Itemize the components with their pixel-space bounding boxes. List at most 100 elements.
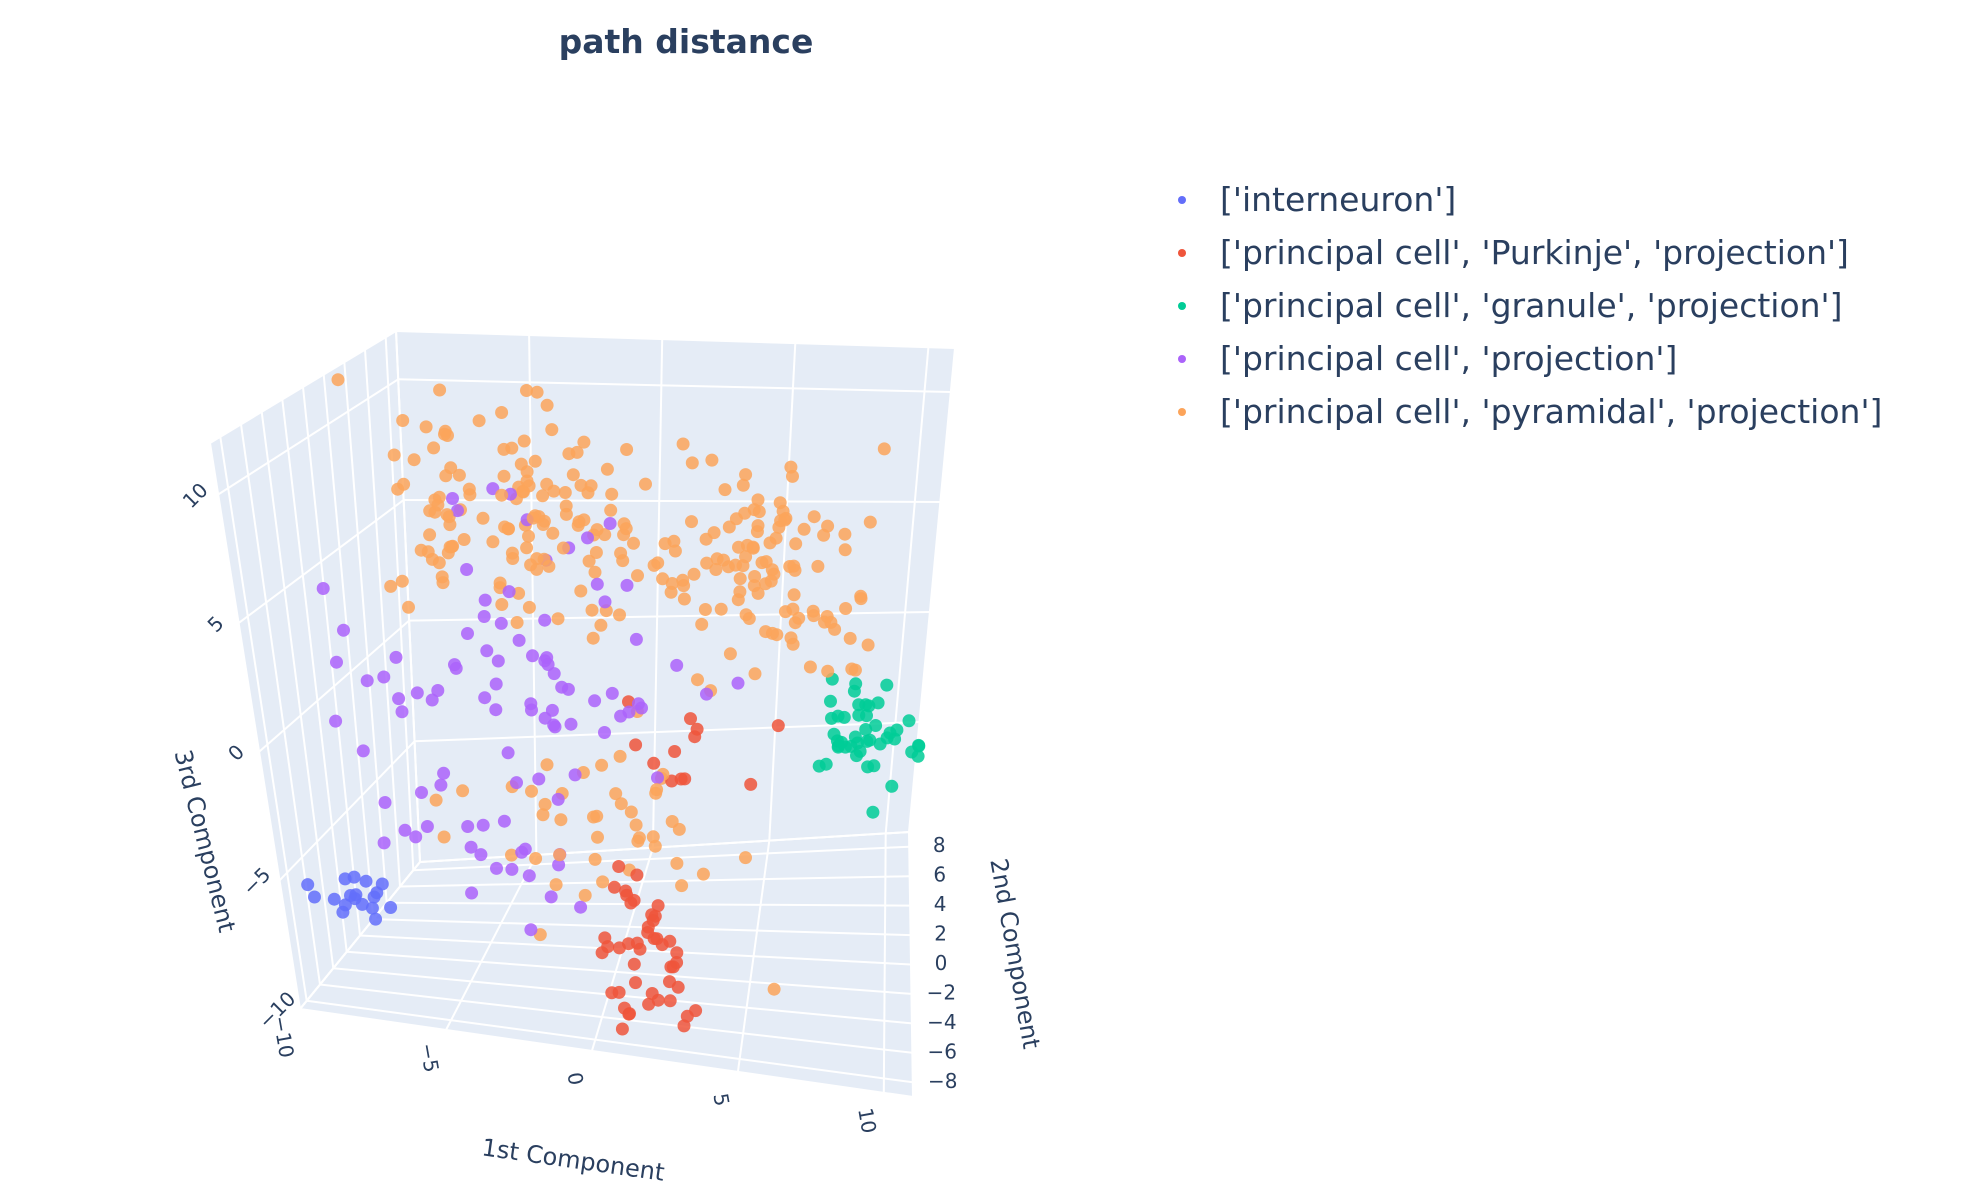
data-point-series-4[interactable] bbox=[665, 815, 679, 828]
data-point-series-4[interactable] bbox=[807, 609, 821, 623]
data-point-series-4[interactable] bbox=[387, 448, 401, 462]
data-point-series-4[interactable] bbox=[687, 567, 701, 581]
data-point-series-3[interactable] bbox=[564, 717, 578, 731]
data-point-series-4[interactable] bbox=[600, 462, 614, 476]
data-point-series-3[interactable] bbox=[510, 776, 523, 790]
data-point-series-2[interactable] bbox=[871, 696, 885, 710]
data-point-series-4[interactable] bbox=[551, 612, 565, 626]
data-point-series-3[interactable] bbox=[598, 595, 612, 609]
data-point-series-4[interactable] bbox=[613, 749, 627, 763]
data-point-series-4[interactable] bbox=[414, 543, 428, 557]
data-point-series-4[interactable] bbox=[429, 793, 443, 807]
data-point-series-4[interactable] bbox=[839, 602, 853, 615]
data-point-series-0[interactable] bbox=[301, 878, 315, 892]
data-point-series-2[interactable] bbox=[880, 678, 894, 692]
data-point-series-4[interactable] bbox=[501, 522, 515, 536]
data-point-series-4[interactable] bbox=[751, 493, 765, 507]
data-point-series-4[interactable] bbox=[759, 625, 773, 639]
data-point-series-0[interactable] bbox=[359, 874, 373, 888]
data-point-series-4[interactable] bbox=[784, 460, 798, 474]
data-point-series-0[interactable] bbox=[384, 901, 398, 914]
data-point-series-4[interactable] bbox=[838, 543, 852, 557]
data-point-series-3[interactable] bbox=[491, 654, 505, 668]
data-point-series-4[interactable] bbox=[624, 805, 638, 819]
data-point-series-4[interactable] bbox=[656, 572, 670, 586]
data-point-series-4[interactable] bbox=[595, 758, 609, 772]
data-point-series-4[interactable] bbox=[594, 618, 608, 632]
data-point-series-2[interactable] bbox=[902, 714, 916, 728]
data-point-series-4[interactable] bbox=[556, 541, 570, 555]
data-point-series-4[interactable] bbox=[517, 434, 531, 448]
data-point-series-1[interactable] bbox=[620, 888, 634, 902]
data-point-series-4[interactable] bbox=[616, 554, 630, 568]
data-point-series-4[interactable] bbox=[733, 572, 747, 586]
data-point-series-2[interactable] bbox=[867, 759, 881, 773]
data-point-series-4[interactable] bbox=[750, 525, 764, 539]
data-point-series-4[interactable] bbox=[538, 797, 552, 811]
data-point-series-4[interactable] bbox=[588, 565, 602, 579]
data-point-series-4[interactable] bbox=[433, 383, 447, 397]
data-point-series-2[interactable] bbox=[885, 779, 899, 793]
data-point-series-3[interactable] bbox=[552, 858, 566, 872]
data-point-series-4[interactable] bbox=[495, 488, 509, 502]
data-point-series-3[interactable] bbox=[532, 772, 546, 786]
data-point-series-4[interactable] bbox=[516, 484, 530, 498]
data-point-series-3[interactable] bbox=[434, 778, 448, 792]
data-point-series-4[interactable] bbox=[407, 453, 421, 467]
data-point-series-4[interactable] bbox=[331, 373, 345, 387]
data-point-series-4[interactable] bbox=[631, 834, 645, 848]
data-point-series-1[interactable] bbox=[744, 777, 758, 791]
data-point-series-4[interactable] bbox=[695, 617, 709, 631]
data-point-series-1[interactable] bbox=[677, 1019, 691, 1033]
data-point-series-2[interactable] bbox=[880, 731, 894, 745]
data-point-series-3[interactable] bbox=[415, 786, 428, 799]
data-point-series-3[interactable] bbox=[409, 830, 423, 844]
data-point-series-4[interactable] bbox=[540, 477, 554, 491]
data-point-series-4[interactable] bbox=[505, 546, 519, 560]
data-point-series-4[interactable] bbox=[514, 457, 528, 471]
data-point-series-4[interactable] bbox=[647, 558, 661, 572]
data-point-series-4[interactable] bbox=[526, 511, 540, 525]
data-point-series-0[interactable] bbox=[338, 898, 352, 912]
data-point-series-2[interactable] bbox=[866, 805, 880, 819]
data-point-series-3[interactable] bbox=[522, 869, 536, 883]
data-point-series-4[interactable] bbox=[786, 637, 800, 651]
data-point-series-4[interactable] bbox=[529, 852, 543, 865]
data-point-series-3[interactable] bbox=[476, 818, 490, 832]
data-point-series-1[interactable] bbox=[663, 994, 677, 1008]
data-point-series-4[interactable] bbox=[691, 673, 704, 687]
data-point-series-1[interactable] bbox=[645, 908, 659, 922]
data-point-series-3[interactable] bbox=[538, 613, 552, 627]
data-point-series-4[interactable] bbox=[396, 414, 410, 427]
data-point-series-4[interactable] bbox=[432, 556, 446, 570]
data-point-series-2[interactable] bbox=[825, 711, 838, 725]
data-point-series-2[interactable] bbox=[824, 694, 837, 708]
data-point-series-1[interactable] bbox=[663, 975, 676, 989]
data-point-series-4[interactable] bbox=[497, 442, 511, 456]
data-point-series-4[interactable] bbox=[476, 511, 490, 525]
data-point-series-4[interactable] bbox=[524, 558, 538, 572]
legend-item[interactable]: ['interneuron'] bbox=[1178, 180, 1456, 219]
data-point-series-4[interactable] bbox=[787, 559, 801, 573]
data-point-series-4[interactable] bbox=[440, 508, 454, 522]
data-point-series-4[interactable] bbox=[452, 468, 466, 482]
data-point-series-4[interactable] bbox=[587, 810, 600, 824]
data-point-series-4[interactable] bbox=[397, 477, 411, 491]
data-point-series-3[interactable] bbox=[622, 705, 636, 719]
data-point-series-4[interactable] bbox=[384, 579, 398, 593]
data-point-series-3[interactable] bbox=[598, 726, 611, 739]
data-point-series-3[interactable] bbox=[731, 676, 745, 690]
legend-item[interactable]: ['principal cell', 'pyramidal', 'project… bbox=[1178, 392, 1882, 431]
data-point-series-4[interactable] bbox=[639, 477, 652, 491]
data-point-series-2[interactable] bbox=[863, 733, 877, 747]
data-point-series-4[interactable] bbox=[729, 512, 743, 526]
data-point-series-4[interactable] bbox=[765, 563, 779, 577]
data-point-series-1[interactable] bbox=[651, 899, 665, 913]
legend-item[interactable]: ['principal cell', 'Purkinje', 'projecti… bbox=[1178, 233, 1849, 272]
data-point-series-4[interactable] bbox=[505, 848, 518, 862]
data-point-series-4[interactable] bbox=[549, 878, 563, 892]
data-point-series-4[interactable] bbox=[843, 631, 857, 645]
data-point-series-4[interactable] bbox=[536, 518, 550, 531]
data-point-series-3[interactable] bbox=[489, 703, 503, 717]
data-point-series-4[interactable] bbox=[530, 385, 544, 399]
